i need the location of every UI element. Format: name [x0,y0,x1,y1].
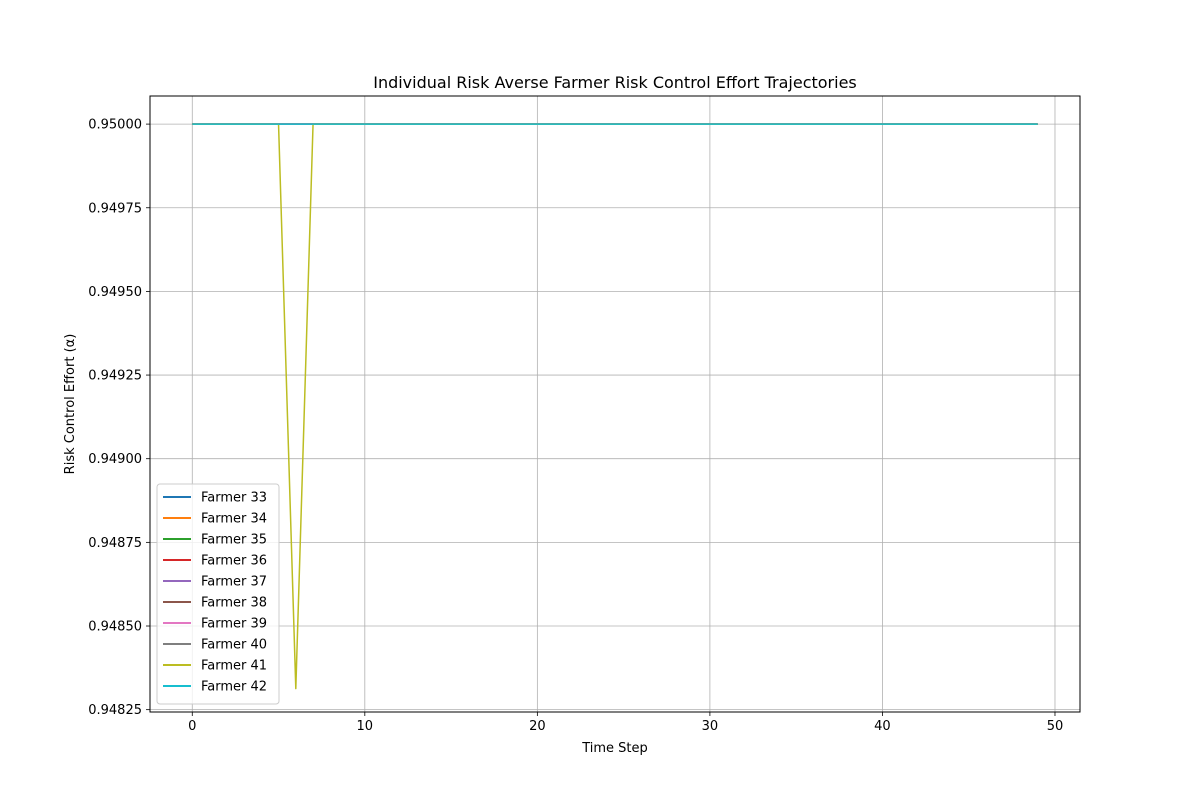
legend-label: Farmer 40 [201,638,267,653]
x-axis-ticks: 0 10 20 30 40 50 [188,712,1063,734]
x-tick-label: 50 [1047,719,1064,734]
y-tick-label: 0.94975 [88,201,142,216]
y-tick-label: 0.94850 [88,620,142,635]
legend-label: Farmer 33 [201,491,267,506]
y-tick-label: 0.94875 [88,536,142,551]
x-tick-label: 0 [188,719,196,734]
series-lines [192,123,1038,690]
legend-label: Farmer 36 [201,554,267,569]
plot-frame [149,95,1081,713]
legend-label: Farmer 34 [201,512,267,527]
y-tick-label: 0.94825 [88,703,142,718]
y-tick-label: 0.94950 [88,285,142,300]
legend: Farmer 33 Farmer 34 Farmer 35 Farmer 36 Farm… [156,483,280,705]
x-tick-label: 30 [702,719,719,734]
legend-label: Farmer 35 [201,533,267,548]
grid [150,96,1080,712]
x-axis-label: Time Step [581,741,648,756]
x-tick-label: 10 [357,719,374,734]
legend-label: Farmer 37 [201,575,267,590]
y-tick-label: 0.95000 [88,118,142,133]
legend-label: Farmer 38 [201,596,267,611]
x-tick-label: 40 [874,719,891,734]
y-tick-label: 0.94925 [88,369,142,384]
legend-label: Farmer 42 [201,680,267,695]
series-line-farmer-41 [192,123,1038,690]
legend-label: Farmer 41 [201,659,267,674]
y-tick-label: 0.94900 [88,452,142,467]
y-axis-label: Risk Control Effort (α) [63,334,78,475]
y-axis-ticks: 0.94825 0.94850 0.94875 0.94900 0.94925 0.949… [88,118,150,718]
x-tick-label: 20 [529,719,546,734]
chart-title: Individual Risk Averse Farmer Risk Contr… [373,73,857,92]
legend-label: Farmer 39 [201,617,267,632]
